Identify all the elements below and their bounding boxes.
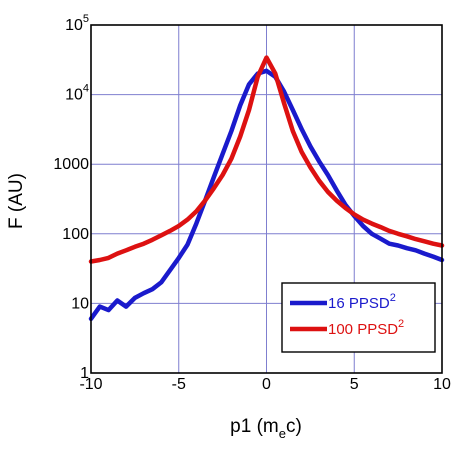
y-axis-label: F (AU)	[6, 173, 27, 229]
series-line-1	[88, 55, 445, 264]
y-tick-label: 10	[71, 295, 89, 312]
y-tick-label: 104	[65, 83, 89, 104]
x-tick-label: 0	[262, 376, 271, 393]
y-tick-labels: 1 10 100 1000 104 105	[53, 13, 89, 382]
legend-label-16-ppsd: 16 PPSD2	[328, 292, 396, 312]
legend-label-100-ppsd: 100 PPSD2	[328, 318, 404, 338]
x-tick-labels: -10 -5 0 5 10	[79, 376, 451, 393]
legend: 16 PPSD2 100 PPSD2	[281, 282, 436, 353]
y-tick-label: 105	[65, 13, 89, 34]
x-tick-label: 10	[433, 376, 451, 393]
series-layer	[88, 55, 445, 322]
x-axis-label: p1 (mec)	[230, 416, 302, 441]
y-tick-label: 100	[62, 226, 89, 243]
series-line-0	[88, 68, 445, 322]
y-tick-label: 1000	[53, 156, 89, 173]
y-tick-label: 1	[80, 365, 89, 382]
plot-frame	[90, 24, 443, 374]
x-tick-label: -5	[172, 376, 186, 393]
legend-box	[281, 282, 436, 353]
x-tick-label: -10	[79, 376, 102, 393]
x-tick-label: 5	[350, 376, 359, 393]
